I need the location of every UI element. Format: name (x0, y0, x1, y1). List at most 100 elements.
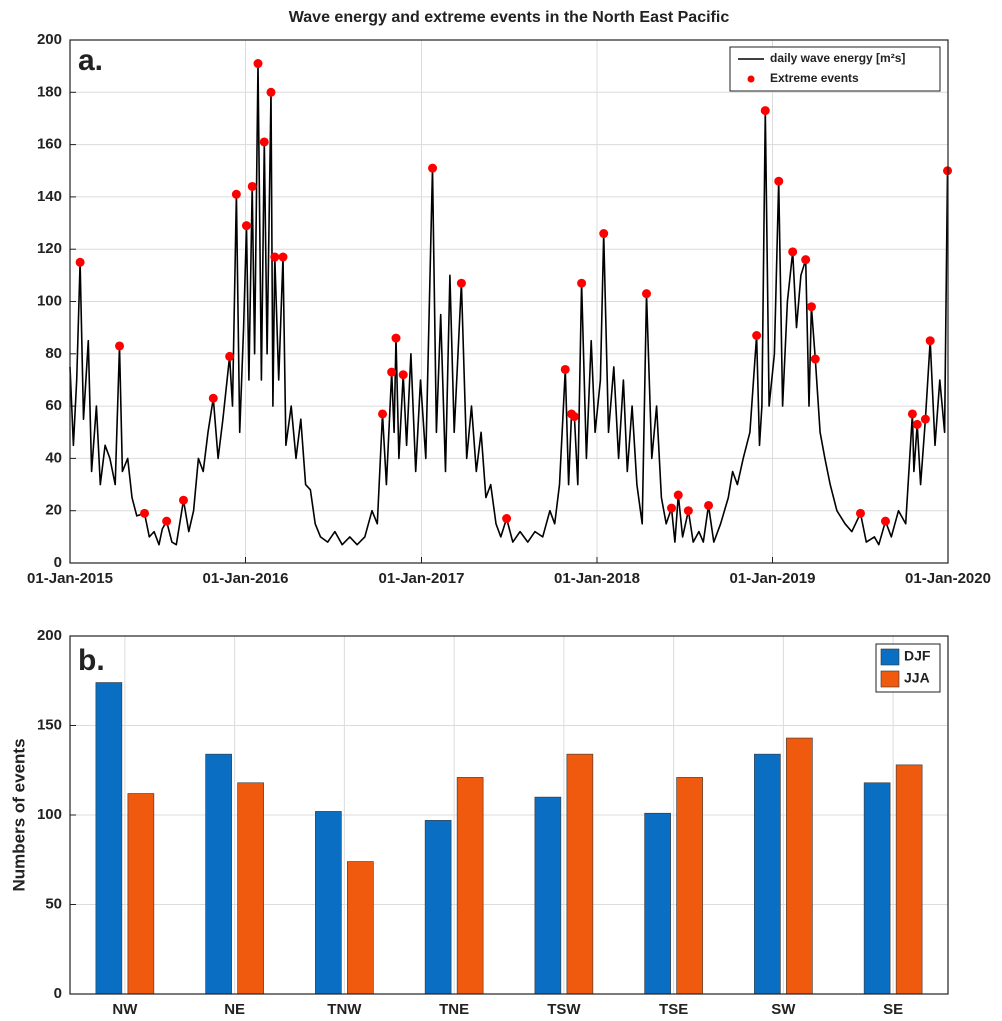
legend-swatch (747, 75, 755, 83)
y-tick-label: 150 (37, 716, 62, 733)
bar (205, 753, 232, 995)
bar (424, 820, 452, 995)
y-tick-label: 120 (37, 240, 62, 257)
extreme-event (270, 252, 280, 262)
x-tick-label: 01-Jan-2020 (905, 570, 991, 587)
x-tick-label: TNW (327, 1001, 362, 1018)
bar (534, 796, 562, 995)
y-tick-label: 50 (45, 895, 62, 912)
extreme-event (925, 336, 935, 346)
extreme-event (115, 341, 125, 351)
legend-box (729, 46, 941, 92)
y-tick-label: 200 (37, 627, 62, 644)
plot-frame (69, 635, 949, 995)
extreme-event (683, 506, 693, 516)
extreme-event (774, 176, 784, 186)
bar (754, 753, 781, 995)
y-tick-label: 200 (37, 31, 62, 48)
extreme-event (387, 367, 397, 377)
extreme-event (75, 257, 85, 267)
plot-frame (69, 39, 949, 564)
bar (644, 812, 671, 995)
x-tick-label: 01-Jan-2016 (203, 570, 289, 587)
panel-label: a. (78, 44, 103, 77)
y-tick-label: 100 (37, 806, 62, 823)
extreme-event (391, 333, 401, 343)
x-tick-label: 01-Jan-2018 (554, 570, 640, 587)
legend-swatch (880, 670, 900, 688)
extreme-event (577, 278, 587, 288)
bar (95, 682, 123, 995)
extreme-event (241, 221, 251, 231)
x-tick-label: 01-Jan-2019 (730, 570, 816, 587)
extreme-event (225, 351, 235, 361)
x-tick-label: TNE (439, 1001, 469, 1018)
bar (127, 793, 155, 995)
extreme-event (502, 514, 512, 524)
bar (566, 753, 594, 995)
bar (237, 782, 264, 995)
x-tick-label: SE (883, 1001, 903, 1018)
legend-swatch (880, 648, 900, 666)
y-tick-label: 0 (54, 985, 62, 1002)
x-tick-label: NE (224, 1001, 245, 1018)
y-tick-label: 160 (37, 136, 62, 153)
extreme-event (810, 354, 820, 364)
y-tick-label: 60 (45, 397, 62, 414)
y-tick-label: 180 (37, 83, 62, 100)
extreme-event (178, 495, 188, 505)
extreme-event (247, 181, 257, 191)
extreme-event (231, 189, 241, 199)
legend-label: Extreme events (770, 71, 859, 85)
legend-label: DJF (904, 648, 931, 664)
legend-label: JJA (904, 670, 930, 686)
x-tick-label: TSW (547, 1001, 581, 1018)
extreme-event (266, 87, 276, 97)
y-tick-label: 0 (54, 554, 62, 571)
bar (315, 811, 342, 995)
x-tick-label: 01-Jan-2017 (379, 570, 465, 587)
y-tick-label: 80 (45, 345, 62, 362)
x-tick-label: NW (112, 1001, 138, 1018)
extreme-event (752, 330, 762, 340)
bar (786, 737, 813, 995)
x-tick-label: SW (771, 1001, 796, 1018)
extreme-event (788, 247, 798, 257)
extreme-event (398, 370, 408, 380)
bar (676, 777, 703, 995)
extreme-event (912, 419, 922, 429)
y-tick-label: 40 (45, 449, 62, 466)
wave-energy-line (69, 62, 949, 546)
extreme-event (806, 302, 816, 312)
extreme-event (855, 508, 865, 518)
extreme-event (569, 412, 579, 422)
extreme-event (208, 393, 218, 403)
extreme-event (378, 409, 388, 419)
bar (456, 777, 484, 995)
bar (895, 764, 923, 995)
extreme-event (667, 503, 677, 513)
extreme-event (560, 364, 570, 374)
y-tick-label: 20 (45, 502, 62, 519)
y-axis-label: Numbers of events (9, 738, 28, 891)
bar (863, 782, 891, 995)
extreme-event (253, 59, 263, 69)
extreme-event (704, 500, 714, 510)
extreme-event (278, 252, 288, 262)
extreme-event (801, 255, 811, 265)
extreme-event (259, 137, 269, 147)
extreme-event (428, 163, 438, 173)
y-tick-label: 140 (37, 188, 62, 205)
extreme-event (920, 414, 930, 424)
extreme-event (162, 516, 172, 526)
extreme-event (456, 278, 466, 288)
chart-title: Wave energy and extreme events in the No… (289, 9, 730, 26)
extreme-event (880, 516, 890, 526)
x-tick-label: 01-Jan-2015 (27, 570, 113, 587)
legend-label: daily wave energy [m²s] (770, 51, 905, 65)
panel-label: b. (78, 644, 105, 677)
extreme-event (599, 229, 609, 239)
x-tick-label: TSE (659, 1001, 688, 1018)
extreme-event (907, 409, 917, 419)
